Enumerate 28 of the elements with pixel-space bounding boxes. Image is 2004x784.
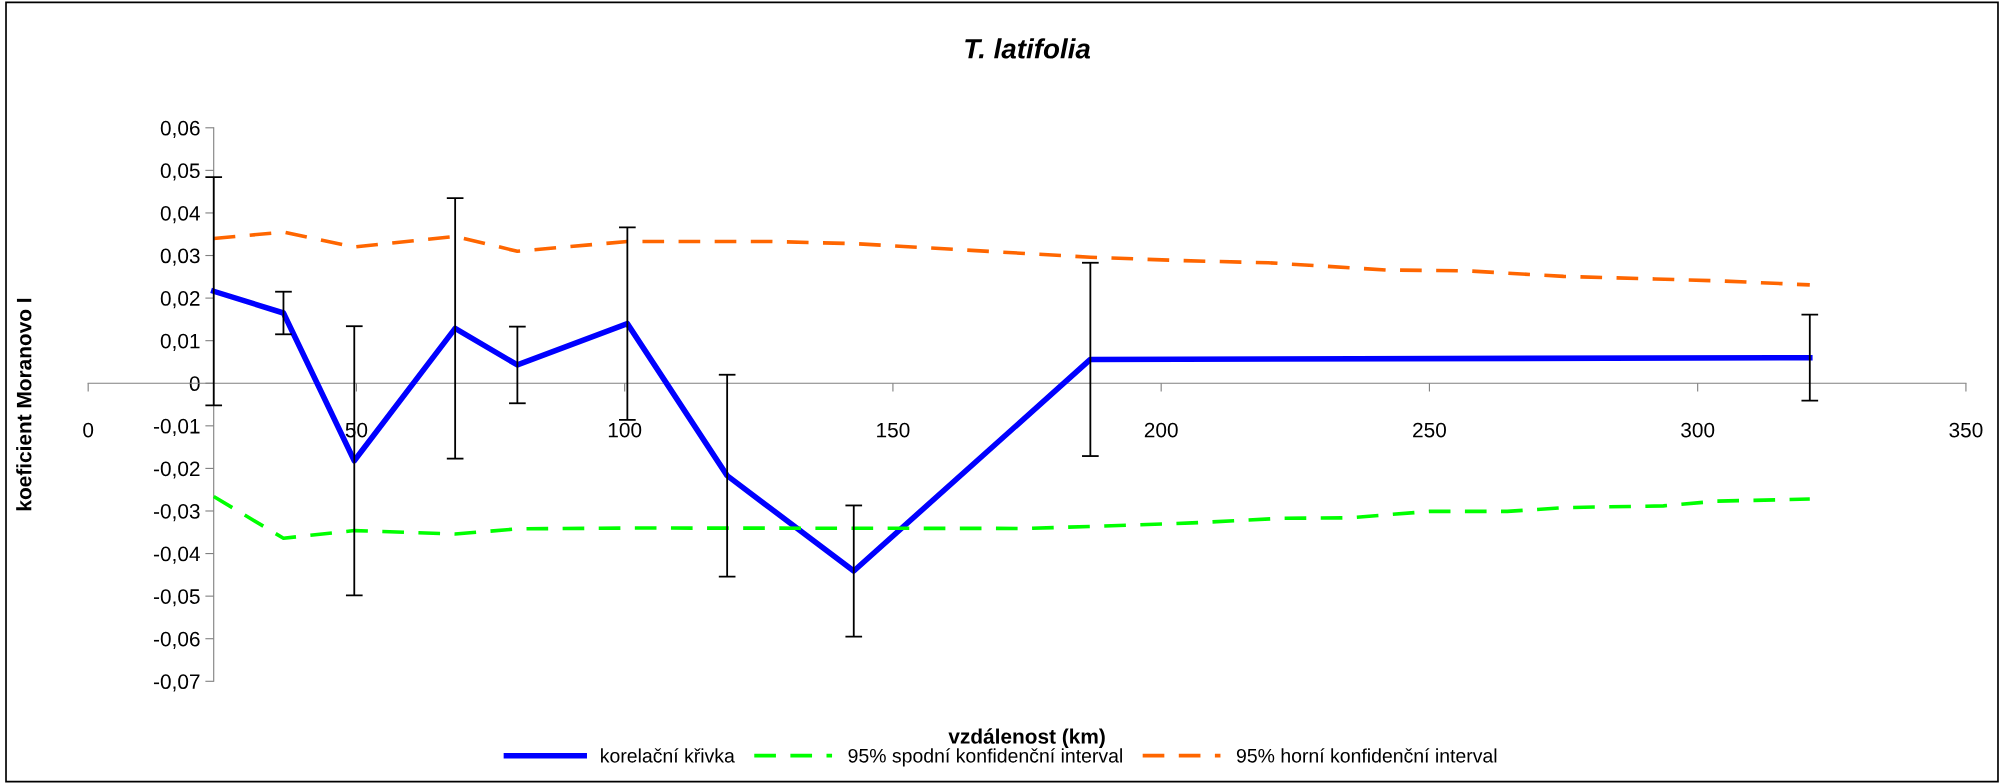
line-series [211, 494, 1812, 541]
y-tick-label: -0,06 [153, 631, 200, 649]
y-tick-label: -0,07 [153, 674, 200, 692]
x-tick-label: 0 [83, 422, 94, 438]
y-axis-title: koeficient Moranovo I [16, 298, 32, 511]
x-tick-label: 300 [1681, 422, 1715, 438]
y-tick-label: 0 [189, 376, 200, 392]
y-tick-label: 0,05 [160, 163, 200, 181]
x-tick-label: 250 [1413, 422, 1446, 438]
y-tick-label: 0,01 [160, 333, 200, 351]
y-tick-label: 0,04 [160, 205, 200, 224]
legend-label: 95% horní konfidenční interval [1236, 748, 1497, 763]
x-tick-label: 200 [1144, 422, 1178, 438]
y-tick-label: -0,05 [153, 589, 200, 607]
x-tick-label: 100 [608, 422, 642, 438]
y-tick-label: -0,04 [153, 546, 200, 564]
legend-label: korelační křivka [601, 748, 735, 763]
chart-title: T. latifolia [965, 38, 1091, 59]
x-axis-title: vzdálenost (km) [948, 728, 1105, 748]
y-tick-label: 0,06 [160, 120, 200, 139]
y-tick-label: 0,02 [160, 291, 200, 309]
y-tick-label: -0,01 [153, 418, 200, 437]
y-tick-label: -0,03 [153, 503, 200, 522]
x-tick-label: 150 [877, 422, 910, 438]
legend-label: 95% spodní konfidenční interval [848, 748, 1122, 767]
y-tick-label: -0,02 [153, 461, 200, 479]
x-tick-label: 350 [1949, 422, 1983, 438]
y-tick-label: 0,03 [160, 248, 200, 266]
